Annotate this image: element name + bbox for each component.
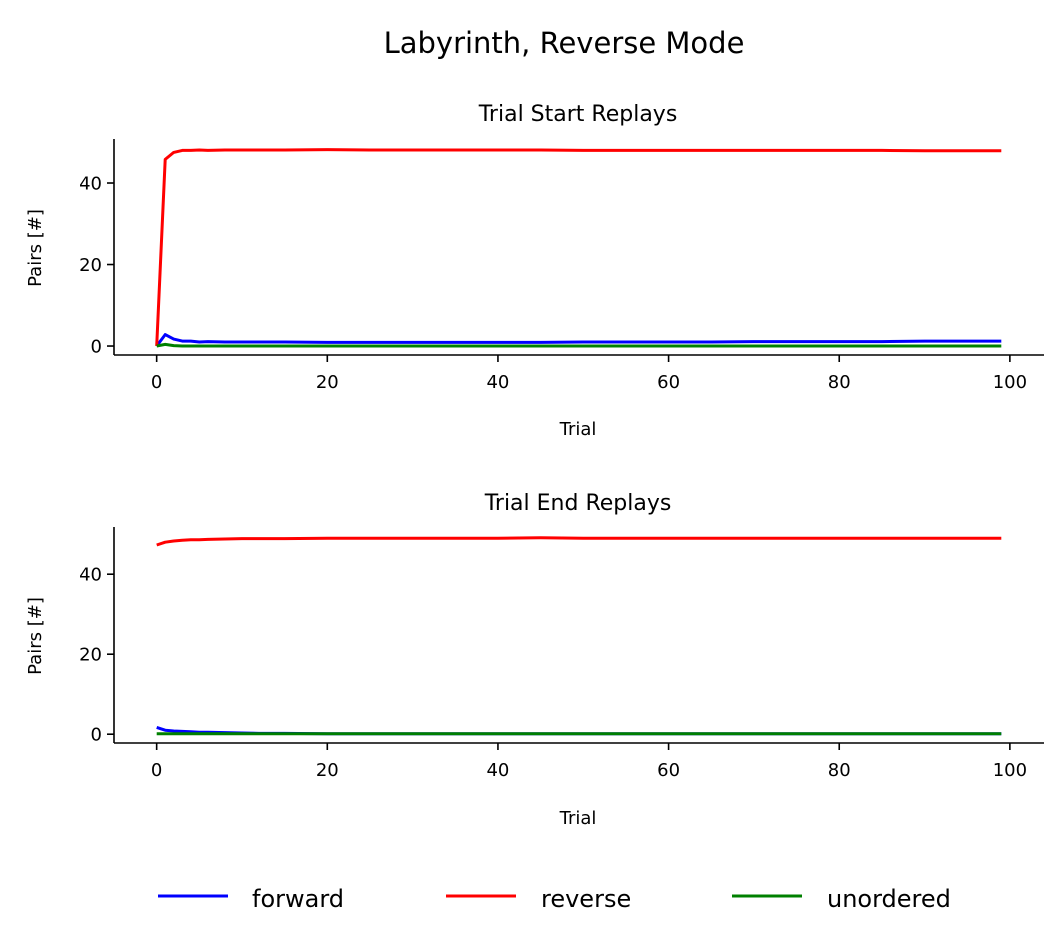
- chart-trial-end-replays: Trial End Replays Trial Pairs [#] 0 20 40 6…: [25, 491, 1044, 829]
- y-axis-label: Pairs [#]: [25, 209, 46, 287]
- series-line-forward: [155, 333, 1002, 347]
- x-tick-label: 100: [993, 372, 1027, 393]
- y-tick-label: 40: [79, 565, 102, 586]
- x-tick-label: 100: [993, 760, 1027, 781]
- series-line-reverse: [156, 536, 1002, 547]
- y-tick-label: 20: [79, 255, 102, 276]
- x-axis-label: Trial: [559, 419, 597, 440]
- series-line-unordered: [156, 342, 1002, 348]
- legend: forward reverse unordered: [158, 885, 951, 913]
- x-tick-label: 80: [828, 372, 851, 393]
- x-tick-label: 40: [486, 760, 509, 781]
- legend-label-forward: forward: [252, 885, 344, 913]
- legend-label-unordered: unordered: [827, 885, 951, 913]
- x-tick-label: 0: [151, 760, 162, 781]
- y-axis-label: Pairs [#]: [25, 597, 46, 675]
- y-tick-label: 20: [79, 645, 102, 666]
- x-tick-label: 80: [828, 760, 851, 781]
- legend-label-reverse: reverse: [541, 885, 631, 913]
- x-tick-label: 60: [657, 372, 680, 393]
- figure-title: Labyrinth, Reverse Mode: [384, 26, 745, 60]
- series-line-reverse: [155, 148, 1002, 347]
- x-tick-label: 60: [657, 760, 680, 781]
- x-tick-label: 20: [316, 372, 339, 393]
- chart-title: Trial End Replays: [484, 491, 672, 516]
- series-lines: [156, 536, 1002, 736]
- x-tick-label: 0: [151, 372, 162, 393]
- x-tick-label: 40: [486, 372, 509, 393]
- y-tick-label: 0: [91, 725, 102, 746]
- x-axis-label: Trial: [559, 808, 597, 829]
- y-tick-label: 0: [91, 337, 102, 358]
- x-tick-label: 20: [316, 760, 339, 781]
- y-tick-label: 40: [79, 174, 102, 195]
- chart-title: Trial Start Replays: [478, 102, 678, 127]
- chart-trial-start-replays: Trial Start Replays Trial Pairs [#] 0 20 4…: [25, 102, 1044, 440]
- series-lines: [155, 148, 1002, 348]
